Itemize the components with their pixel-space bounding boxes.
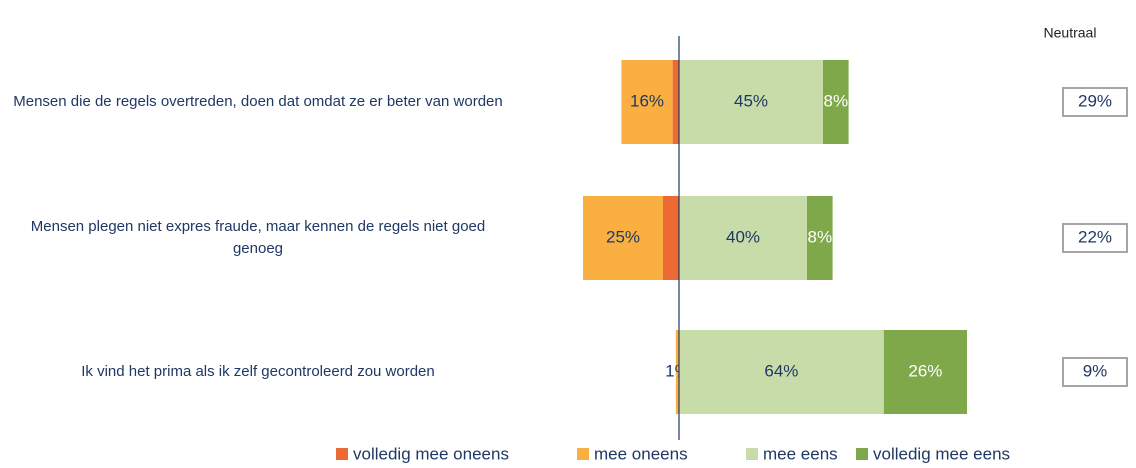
bar-segment	[663, 196, 679, 280]
neutral-box	[1062, 223, 1128, 253]
value-label: 40%	[726, 227, 760, 246]
bar-segment	[679, 196, 807, 280]
value-label: 25%	[606, 227, 640, 246]
value-label: 8%	[824, 91, 849, 110]
value-label: 45%	[734, 91, 768, 110]
value-label: 26%	[908, 361, 942, 380]
value-label: 8%	[808, 227, 833, 246]
legend-swatch	[856, 448, 868, 460]
bar-segment	[675, 330, 679, 414]
bar-segment	[883, 330, 967, 414]
legend-swatch	[746, 448, 758, 460]
neutral-box	[1062, 87, 1128, 117]
neutral-value: 9%	[1083, 361, 1108, 380]
legend-label: volledig mee eens	[873, 444, 1010, 463]
neutral-value: 29%	[1078, 91, 1112, 110]
category-label: Mensen plegen niet expres fraude, maar k…	[30, 218, 486, 257]
legend-label: volledig mee oneens	[353, 444, 509, 463]
neutral-title: Neutraal	[1044, 25, 1097, 41]
category-label: Mensen die de regels overtreden, doen da…	[13, 93, 503, 110]
legend-label: mee oneens	[594, 444, 688, 463]
legend-label: mee eens	[763, 444, 838, 463]
bar-segment	[679, 330, 884, 414]
bar-segment	[621, 60, 673, 144]
value-label: 16%	[630, 91, 664, 110]
bar-segment	[672, 60, 679, 144]
value-label: 64%	[764, 361, 798, 380]
neutral-value: 22%	[1078, 227, 1112, 246]
legend-swatch	[336, 448, 348, 460]
bar-segment	[823, 60, 849, 144]
legend-swatch	[577, 448, 589, 460]
bar-segment	[679, 60, 823, 144]
category-label: Ik vind het prima als ik zelf gecontrole…	[81, 363, 435, 380]
neutral-box	[1062, 357, 1128, 387]
bar-segment	[807, 196, 833, 280]
bar-segment	[583, 196, 663, 280]
